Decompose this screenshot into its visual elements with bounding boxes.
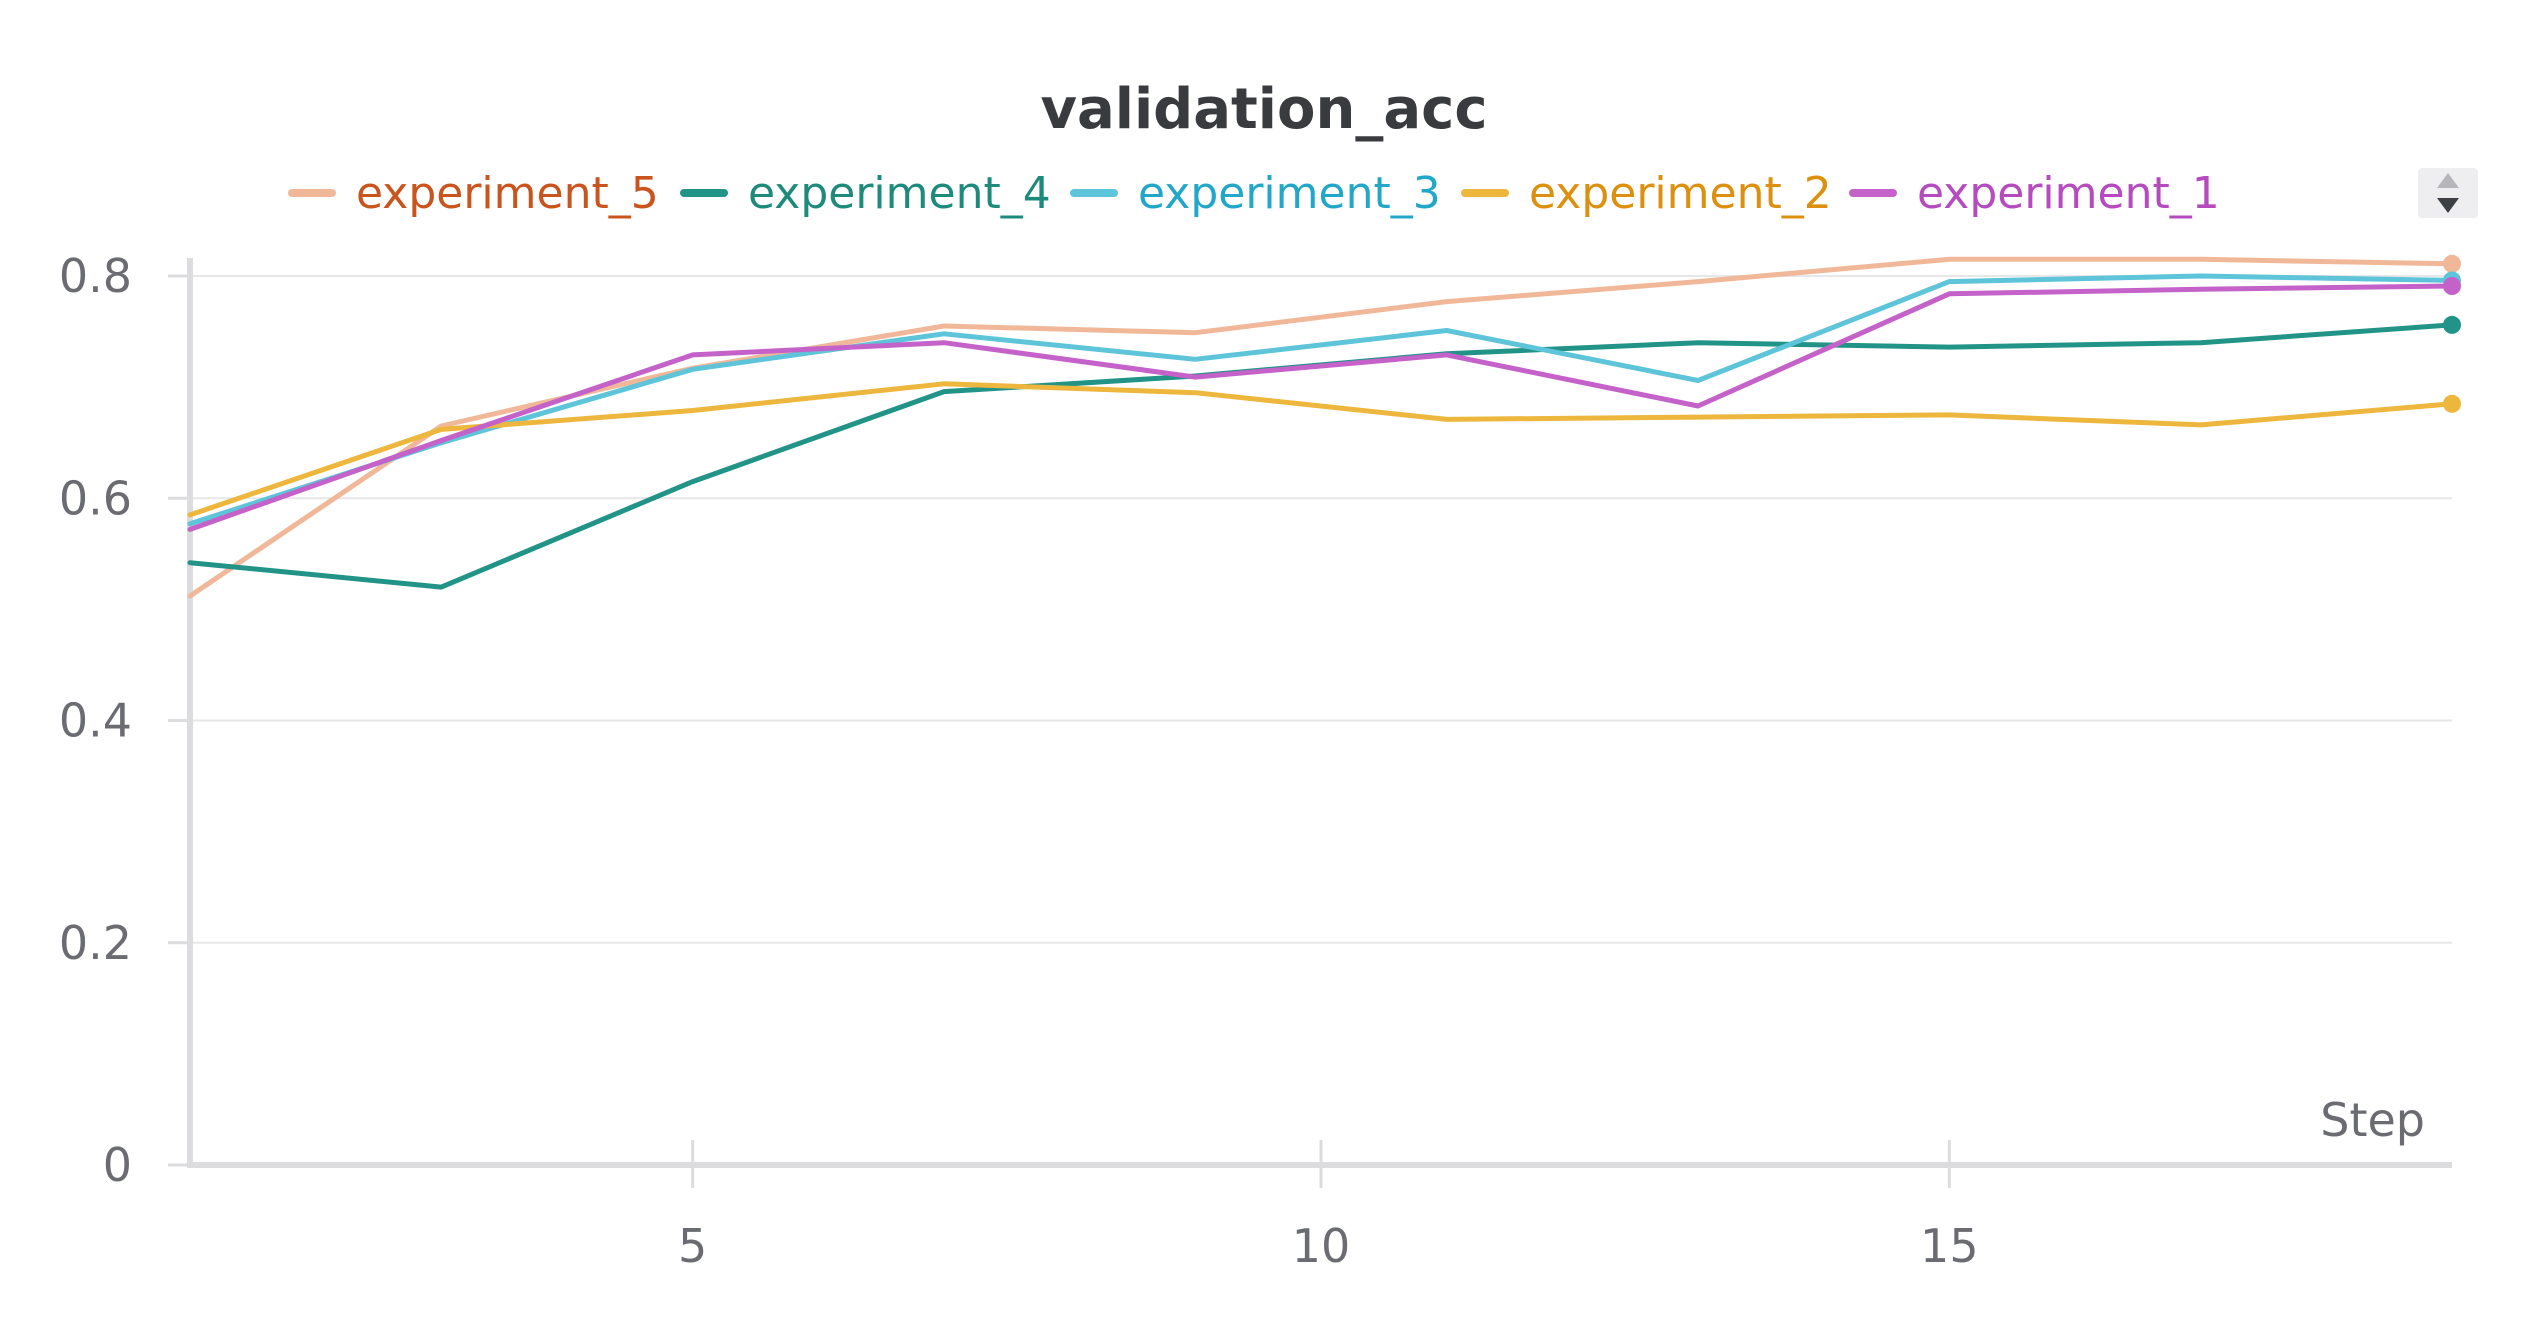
legend-scroll-control[interactable]: [2418, 168, 2478, 218]
y-tick-label: 0: [103, 1138, 132, 1192]
series-endpoint-experiment-1: [2443, 277, 2461, 296]
series-lines: [187, 254, 2461, 599]
y-tick-label: 0.6: [59, 471, 132, 525]
series-line-experiment-1: [187, 283, 2455, 532]
series-endpoint-experiment-2: [2443, 394, 2461, 413]
legend-item-experiment-5[interactable]: experiment_5: [356, 168, 659, 219]
tick-labels: 0 0.2 0.4 0.6 0.8 5 10 15: [59, 249, 1979, 1273]
x-tick-label: 5: [678, 1219, 707, 1273]
grid-lines: [190, 275, 2452, 944]
scroll-down-icon[interactable]: [2437, 198, 2459, 213]
series-endpoint-experiment-4: [2443, 315, 2461, 334]
y-tick-label: 0.4: [59, 694, 132, 748]
y-tick-label: 0.8: [59, 249, 132, 303]
legend-item-experiment-3[interactable]: experiment_3: [1138, 168, 1441, 219]
y-tick-label: 0.2: [59, 916, 132, 970]
series-line-experiment-5: [187, 256, 2455, 599]
series-endpoint-experiment-5: [2443, 254, 2461, 273]
chart-title: validation_acc: [1040, 77, 1487, 142]
legend-item-experiment-2[interactable]: experiment_2: [1529, 168, 1832, 219]
series-line-experiment-3: [187, 273, 2455, 527]
x-tick-label: 10: [1292, 1219, 1351, 1273]
legend-item-experiment-4[interactable]: experiment_4: [748, 168, 1051, 219]
legend-item-experiment-1[interactable]: experiment_1: [1917, 168, 2220, 219]
scroll-up-icon[interactable]: [2437, 173, 2459, 188]
series-line-experiment-2: [187, 381, 2455, 518]
x-tick-label: 15: [1920, 1219, 1979, 1273]
legend: experiment_5 experiment_4 experiment_3 expe…: [288, 168, 2220, 219]
x-axis-label: Step: [2320, 1093, 2425, 1147]
axes: [168, 258, 2452, 1188]
